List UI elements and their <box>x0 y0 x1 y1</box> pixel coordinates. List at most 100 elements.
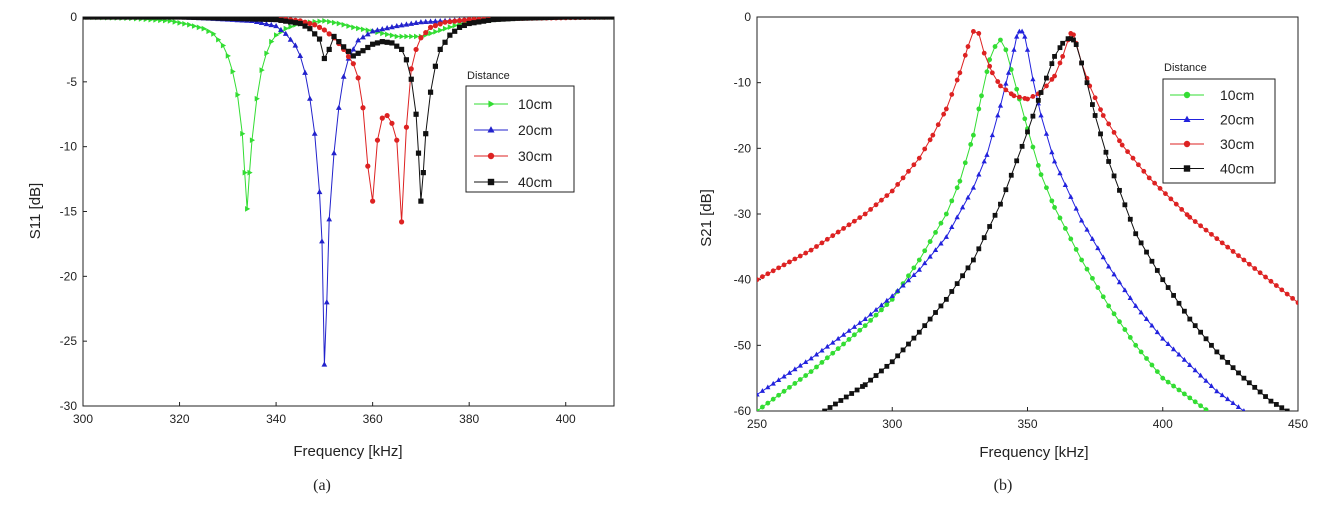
legend-marker-20cm-point-0 <box>487 126 495 133</box>
series-20cm-point-73 <box>422 18 429 25</box>
series-20cm-point-54 <box>331 150 337 156</box>
series-30cm-point-71 <box>1098 107 1103 112</box>
series-40cm-point-61 <box>374 40 381 46</box>
series-40cm-point-46 <box>302 23 308 29</box>
series-40cm-point-64 <box>389 40 395 46</box>
series-20cm-point-47 <box>1003 80 1009 86</box>
series-40cm-point-73 <box>1192 323 1198 329</box>
series-10cm-point-76 <box>1144 356 1149 361</box>
series-40cm-point-79 <box>452 28 458 34</box>
series-20cm-point-2 <box>765 384 771 390</box>
series-10cm-point-59 <box>1052 205 1057 210</box>
series-30cm-point-84 <box>1163 191 1168 197</box>
series-30cm-point-102 <box>1257 270 1263 276</box>
series-30cm-point-93 <box>1209 231 1214 237</box>
series-10cm-point-61 <box>1062 226 1068 231</box>
series-30cm-point-61 <box>374 137 381 143</box>
series-40cm-point-101 <box>558 17 564 20</box>
series-10cm-point-35 <box>943 211 949 217</box>
series-30cm-point-13 <box>824 236 830 242</box>
series-40cm-point-65 <box>1149 258 1155 264</box>
series-40cm-point-42 <box>1044 75 1049 81</box>
series-20cm-point-29 <box>911 272 917 277</box>
series-40cm-point-7 <box>860 384 865 389</box>
series-10cm-point-44 <box>984 69 990 75</box>
panel-b-caption: (b) <box>994 477 1013 494</box>
series-40cm-point-25 <box>954 281 960 287</box>
series-40cm-point-67 <box>403 57 410 63</box>
series-10cm-point-58 <box>1049 198 1055 204</box>
series-20cm-point-61 <box>1057 170 1063 176</box>
series-10cm-point-55 <box>1035 163 1041 168</box>
series-30cm-point-10 <box>808 247 814 253</box>
series-40cm-point-12 <box>884 363 890 369</box>
series-10cm-point-46 <box>992 44 998 49</box>
series-40cm-point-79 <box>1225 360 1231 365</box>
series-30cm-point-36 <box>943 106 949 112</box>
series-30cm-point-90 <box>1192 219 1198 224</box>
series-40cm-point-69 <box>1171 293 1176 298</box>
series-30cm-point-56 <box>350 61 356 67</box>
series-40cm-point-38 <box>263 17 270 22</box>
series-40cm-point-33 <box>998 201 1003 207</box>
series-40cm-point-98 <box>543 17 550 21</box>
series-40cm-point-18 <box>916 329 922 335</box>
series-20cm-point-3 <box>770 380 776 386</box>
series-40cm-point-36 <box>254 17 260 22</box>
x-tick-label: 400 <box>556 412 576 426</box>
series-40cm-point-75 <box>432 63 438 69</box>
y-tick-label: -50 <box>734 338 752 352</box>
series-30cm-point-78 <box>456 18 463 24</box>
series-10cm-point-64 <box>380 30 386 37</box>
series-40cm-point-3 <box>94 17 101 20</box>
series-20cm-point-67 <box>1089 236 1096 241</box>
series-20cm-point-38 <box>959 204 966 210</box>
series-40cm-point-106 <box>582 17 588 20</box>
series-30cm-point-20 <box>862 211 868 217</box>
panel-b-legend-title: Distance <box>1164 62 1207 74</box>
series-40cm-point-67 <box>1160 277 1166 283</box>
series-20cm-point-18 <box>851 324 858 329</box>
series-10cm-point-34 <box>242 169 248 176</box>
series-10cm-point-60 <box>1057 215 1063 221</box>
series-40cm-point-81 <box>1236 370 1241 376</box>
series-40cm-point-16 <box>157 17 163 20</box>
series-30cm-point-39 <box>957 70 963 76</box>
series-40cm-point-83 <box>471 20 477 26</box>
series-40cm-point-93 <box>519 17 525 21</box>
series-40cm-point-26 <box>960 273 965 279</box>
series-20cm-point-69 <box>403 21 410 27</box>
x-tick-label: 380 <box>459 412 479 426</box>
series-40cm-point-10 <box>873 373 879 378</box>
series-30cm-point-46 <box>989 70 995 76</box>
series-40cm-point-23 <box>191 17 197 20</box>
series-30cm-point-38 <box>954 77 960 83</box>
series-40cm-point-15 <box>152 17 159 20</box>
series-40cm-point-85 <box>1257 389 1263 395</box>
series-20cm-point-53 <box>326 216 333 222</box>
series-20cm-point-25 <box>889 293 895 299</box>
series-30cm-point-77 <box>452 18 458 24</box>
series-40cm-point-33 <box>239 17 245 22</box>
series-40cm-point-31 <box>230 17 236 22</box>
series-10cm-point-33 <box>933 229 938 235</box>
series-20cm-point-54 <box>1024 46 1031 52</box>
series-20cm-point-55 <box>1030 76 1036 82</box>
series-40cm-point-64 <box>1144 249 1149 255</box>
series-10cm-point-33 <box>240 130 246 137</box>
series-20cm-point-71 <box>1111 271 1117 277</box>
series-20cm-point-46 <box>302 69 308 75</box>
series-10cm-point-37 <box>249 137 256 144</box>
series-10cm-point-29 <box>220 42 227 49</box>
panel-a-y-ticks: 0 -5 -10 -15 -20 -25 -30 <box>60 10 87 413</box>
series-10cm-point-36 <box>247 169 253 176</box>
y-tick-label: -5 <box>66 75 77 89</box>
series-30cm-point-1 <box>760 274 765 280</box>
series-10cm-point-52 <box>322 18 328 24</box>
series-40cm-point-58 <box>360 48 366 54</box>
series-30cm-point-18 <box>851 218 857 224</box>
series-40cm-point-55 <box>345 48 352 54</box>
series-10cm-point-56 <box>341 21 347 28</box>
series-40cm-point-17 <box>162 17 168 20</box>
series-40cm-point-35 <box>249 17 255 22</box>
